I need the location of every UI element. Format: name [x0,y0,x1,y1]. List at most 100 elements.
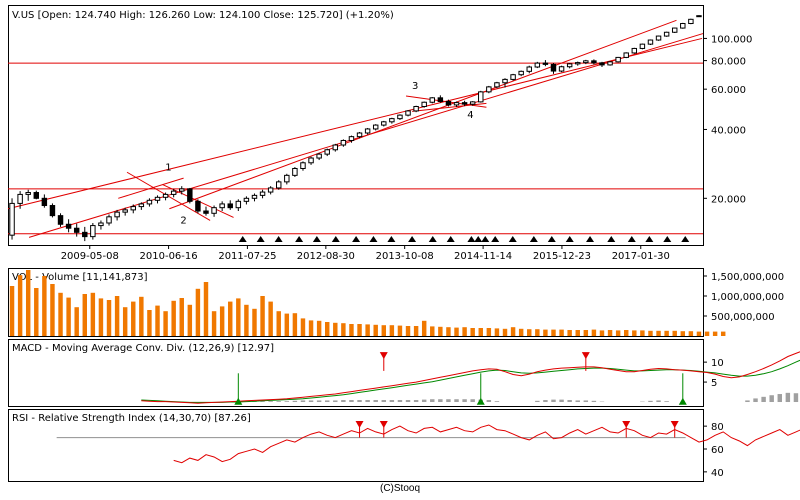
copyright-footer: (C)Stooq [379,483,420,494]
volume-bar [155,305,160,336]
candle-body [421,101,427,107]
candle-body [663,31,670,37]
macd-histogram-bar [559,399,564,403]
volume-bar [551,329,556,336]
signal-triangle-marker [627,236,636,242]
volume-bar [50,284,55,336]
candle-body [631,47,638,54]
volume-bar [300,318,306,336]
pattern-cross-line [126,171,211,221]
candle-body [591,60,597,64]
volume-bar [478,328,483,336]
candle-body [106,216,112,224]
macd-histogram-bar [761,396,766,403]
volume-bar [268,301,273,336]
volume-bar [139,296,144,336]
trend-channel-line [7,37,703,210]
macd-histogram-bar [777,394,782,403]
volume-bar [454,327,459,336]
candle-body [364,128,371,134]
signal-triangle-marker [663,236,672,242]
price-y-tick-label: 100.000 [711,34,752,45]
x-tick-label: 2010-06-16 [140,251,198,262]
volume-panel-title: VOL - Volume [11,141,873] [12,272,148,283]
volume-bar [114,296,120,336]
candle-body [558,66,565,72]
volume-bar [90,292,96,336]
volume-bar [696,331,702,336]
macd-y-tick-label: 5 [711,378,717,389]
macd-histogram-bar [421,399,427,403]
x-tick-label: 2014-11-14 [454,251,512,262]
macd-y-tick-label: 10 [711,358,724,369]
candle-body [356,132,363,138]
volume-bar [648,330,653,336]
x-tick-label: 2017-01-30 [612,251,670,262]
macd-histogram-bar [462,399,467,403]
volume-bar [704,331,710,336]
volume-bar [624,330,629,336]
rsi-overbought-marker [379,421,388,428]
macd-histogram-bar [656,400,661,403]
volume-bar [405,326,411,336]
candle-body [623,52,629,58]
candle-body [607,61,613,66]
signal-triangle-marker [474,236,483,242]
volume-bar [720,331,726,336]
volume-bar [373,324,378,336]
macd-histogram-bar [486,400,492,403]
rsi-overbought-marker [670,421,679,428]
volume-bar [187,304,193,336]
rsi-y-tick-label: 40 [711,468,724,479]
macd-histogram-bar [494,401,500,403]
signal-triangle-marker [295,236,304,242]
volume-bar [567,330,572,336]
volume-bar [34,288,39,336]
volume-bar [17,275,23,336]
signal-triangle-marker [446,236,455,242]
x-tick-label: 2013-10-08 [376,251,434,262]
macd-histogram-bar [357,400,362,403]
candle-body [203,210,209,214]
price-panel-title: V.US [Open: 124.740 High: 126.260 Low: 1… [12,10,394,21]
volume-bar [510,327,516,336]
macd-histogram-bar [591,400,597,403]
rsi-overbought-marker [622,421,631,428]
candle-body [243,197,250,202]
candle-body [445,100,452,106]
pattern-cross-line [118,177,184,199]
macd-histogram-bar [389,400,395,403]
volume-bar [260,296,265,336]
macd-histogram-bar [413,400,419,403]
candle-body [90,225,96,238]
candle-body [671,27,678,33]
macd-histogram-bar [365,400,370,403]
signal-triangle-marker [312,236,321,242]
macd-histogram-bar [308,400,314,403]
candle-body [518,70,524,76]
macd-histogram-bar [373,400,378,403]
volume-bar [66,297,71,336]
volume-bar [9,286,15,336]
volume-bar [535,329,540,336]
macd-histogram-bar [543,400,548,403]
volume-bar [494,328,500,336]
macd-histogram-bar [664,401,669,403]
macd-histogram-bar [316,400,322,403]
volume-bar [98,298,104,336]
candle-body [316,153,322,159]
candle-body [73,227,80,233]
macd-histogram-bar [575,400,580,403]
volume-bar [171,300,176,336]
pattern-annotation: 3 [412,81,418,92]
signal-triangle-marker [645,236,654,242]
candle-body [41,197,48,207]
volume-bar [131,301,136,336]
volume-bar [486,328,492,336]
candle-body [494,82,500,88]
volume-bar [195,288,201,336]
volume-bar [559,329,564,336]
candle-body [389,118,395,123]
candle-body [510,74,516,80]
